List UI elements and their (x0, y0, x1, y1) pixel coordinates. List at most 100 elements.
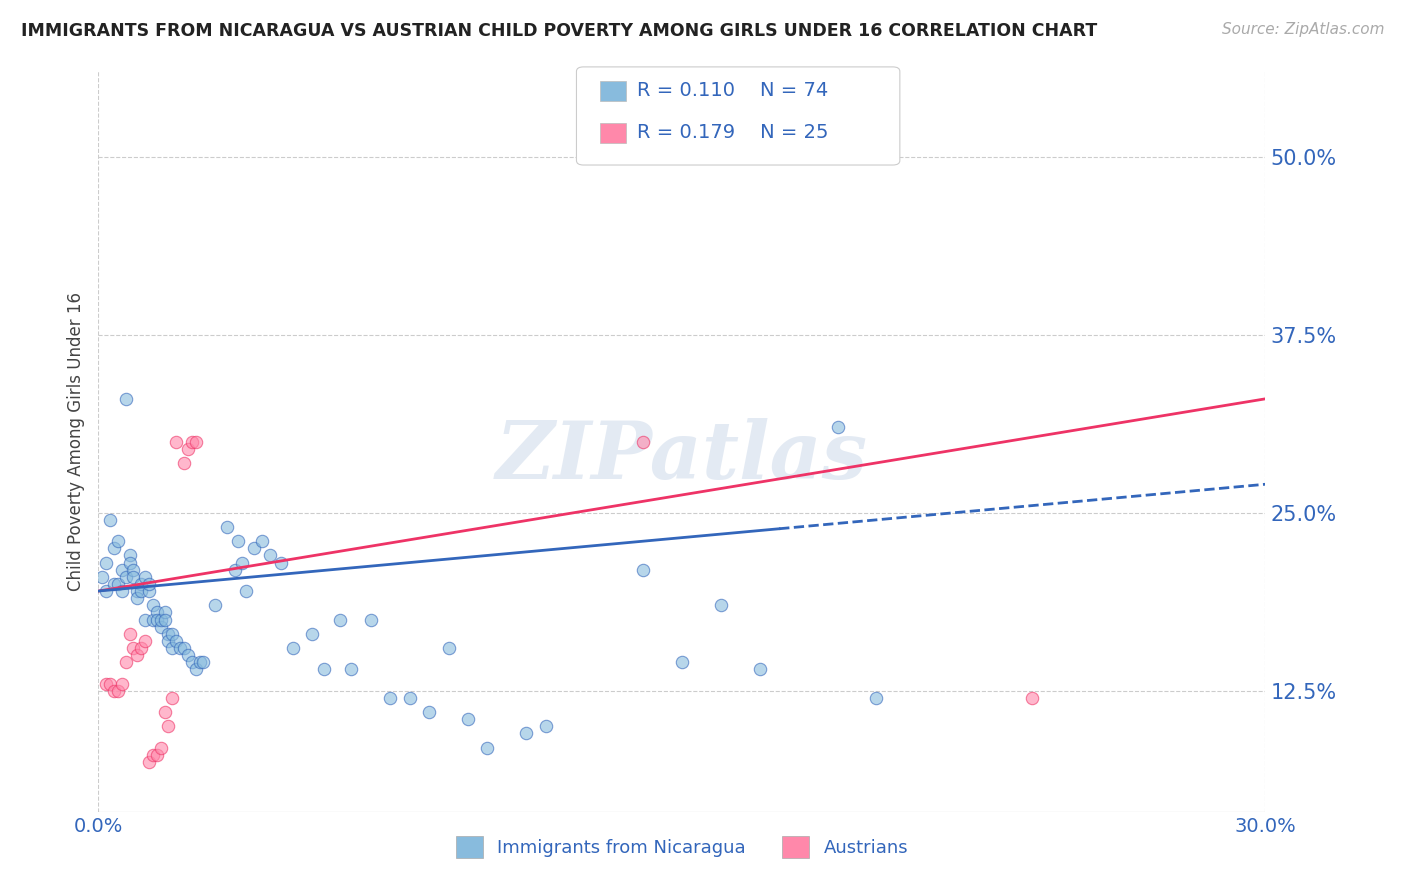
Point (153, 613, 176, 627)
Point (259, 549, 281, 563)
Point (157, 719, 180, 733)
Point (180, 655, 202, 669)
Point (281, 640, 304, 655)
Point (710, 599, 733, 613)
Point (142, 599, 165, 613)
Point (149, 740, 172, 755)
Point (301, 626, 323, 640)
Point (184, 662, 207, 676)
Point (98, 513, 121, 527)
Point (865, 690, 887, 705)
Point (127, 584, 149, 599)
Point (224, 563, 246, 577)
Point (134, 570, 156, 584)
Point (157, 633, 180, 648)
Point (96, 676, 118, 690)
Point (534, 719, 557, 733)
Point (103, 577, 125, 591)
Point (173, 456, 195, 470)
Text: IMMIGRANTS FROM NICARAGUA VS AUSTRIAN CHILD POVERTY AMONG GIRLS UNDER 16 CORRELA: IMMIGRANTS FROM NICARAGUA VS AUSTRIAN CH… (21, 22, 1097, 40)
Point (134, 633, 156, 648)
Point (129, 584, 152, 599)
Point (129, 577, 152, 591)
Point (118, 556, 141, 570)
Point (162, 626, 184, 640)
Point (149, 613, 172, 627)
Point (380, 690, 402, 705)
Point (827, 420, 849, 434)
Point (631, 563, 654, 577)
Point (329, 613, 352, 627)
Point (149, 619, 172, 633)
Point (180, 434, 202, 449)
Point (235, 584, 257, 599)
Point (228, 534, 250, 549)
Point (118, 626, 141, 640)
Point (340, 662, 363, 676)
Text: R = 0.110    N = 74: R = 0.110 N = 74 (637, 81, 828, 101)
Y-axis label: Child Poverty Among Girls Under 16: Child Poverty Among Girls Under 16 (66, 292, 84, 591)
Point (118, 549, 141, 563)
Point (122, 570, 145, 584)
Point (165, 434, 187, 449)
Point (142, 747, 165, 762)
Text: ZIPatlas: ZIPatlas (496, 417, 868, 495)
Point (477, 740, 499, 755)
Point (153, 705, 176, 719)
Point (177, 648, 200, 662)
Point (360, 613, 382, 627)
Point (193, 655, 215, 669)
Text: Source: ZipAtlas.com: Source: ZipAtlas.com (1222, 22, 1385, 37)
Point (107, 683, 129, 698)
Point (515, 726, 537, 740)
Point (162, 640, 184, 655)
Point (169, 640, 191, 655)
Point (173, 640, 195, 655)
Point (107, 534, 129, 549)
Point (111, 676, 134, 690)
Text: R = 0.179    N = 25: R = 0.179 N = 25 (637, 123, 828, 143)
Point (138, 577, 160, 591)
Point (1021, 690, 1043, 705)
Point (96, 556, 118, 570)
Point (231, 556, 253, 570)
Point (398, 690, 420, 705)
Point (215, 520, 238, 534)
Legend: Immigrants from Nicaragua, Austrians: Immigrants from Nicaragua, Austrians (449, 830, 915, 865)
Point (146, 606, 169, 620)
Point (153, 606, 176, 620)
Point (111, 563, 134, 577)
Point (184, 434, 207, 449)
Point (129, 640, 152, 655)
Point (157, 626, 180, 640)
Point (671, 655, 693, 669)
Point (165, 633, 187, 648)
Point (127, 591, 149, 606)
Point (138, 584, 160, 599)
Point (418, 705, 440, 719)
Point (177, 442, 200, 456)
Point (122, 563, 145, 577)
Point (91, 570, 114, 584)
Point (127, 648, 149, 662)
Point (457, 712, 479, 726)
Point (134, 613, 156, 627)
Point (437, 640, 460, 655)
Point (204, 599, 226, 613)
Point (114, 392, 136, 406)
Point (103, 541, 125, 556)
Point (103, 683, 125, 698)
Point (98, 676, 121, 690)
Point (162, 690, 184, 705)
Point (250, 534, 273, 549)
Point (96, 584, 118, 599)
Point (114, 570, 136, 584)
Point (270, 556, 292, 570)
Point (111, 584, 134, 599)
Point (107, 577, 129, 591)
Point (748, 662, 770, 676)
Point (146, 613, 169, 627)
Point (631, 434, 654, 449)
Point (146, 747, 169, 762)
Point (122, 640, 145, 655)
